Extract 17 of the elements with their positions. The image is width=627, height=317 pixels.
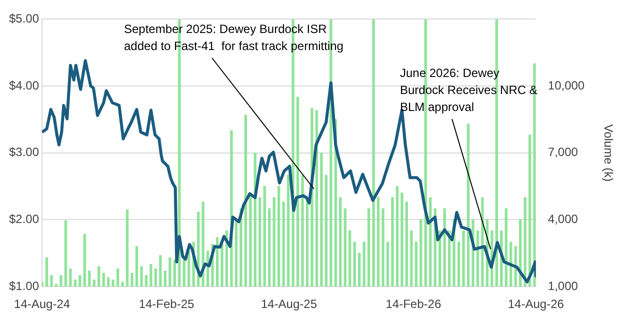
y-tick-label: $5.00 xyxy=(9,12,40,26)
y2-axis-title: Volume (k) xyxy=(601,124,616,182)
annotation: September 2025: Dewey Burdock ISR added to Fast-41 for fast track permitting xyxy=(124,22,344,53)
annotation: June 2026: Dewey Burdock Receives NRC & BLM approval xyxy=(400,66,538,114)
y2-tick-label: 1,000 xyxy=(548,278,578,293)
x-tick-label: 14-Feb-26 xyxy=(386,297,442,312)
y2-tick-label: 7,000 xyxy=(548,145,578,160)
x-tick-label: 14-Aug-24 xyxy=(14,297,70,312)
y2-tick-label: 10,000 xyxy=(548,78,585,92)
x-tick-label: 14-Feb-25 xyxy=(138,297,195,312)
y-tick-label: $2.00 xyxy=(9,212,40,226)
x-tick-label: 14-Aug-26 xyxy=(508,297,564,312)
y-tick-label: $1.00 xyxy=(9,278,40,293)
y-tick-label: $3.00 xyxy=(9,145,40,160)
x-tick-label: 14-Aug-25 xyxy=(260,297,318,312)
y2-tick-label: 4,000 xyxy=(548,212,578,226)
y-tick-label: $4.00 xyxy=(9,78,40,92)
